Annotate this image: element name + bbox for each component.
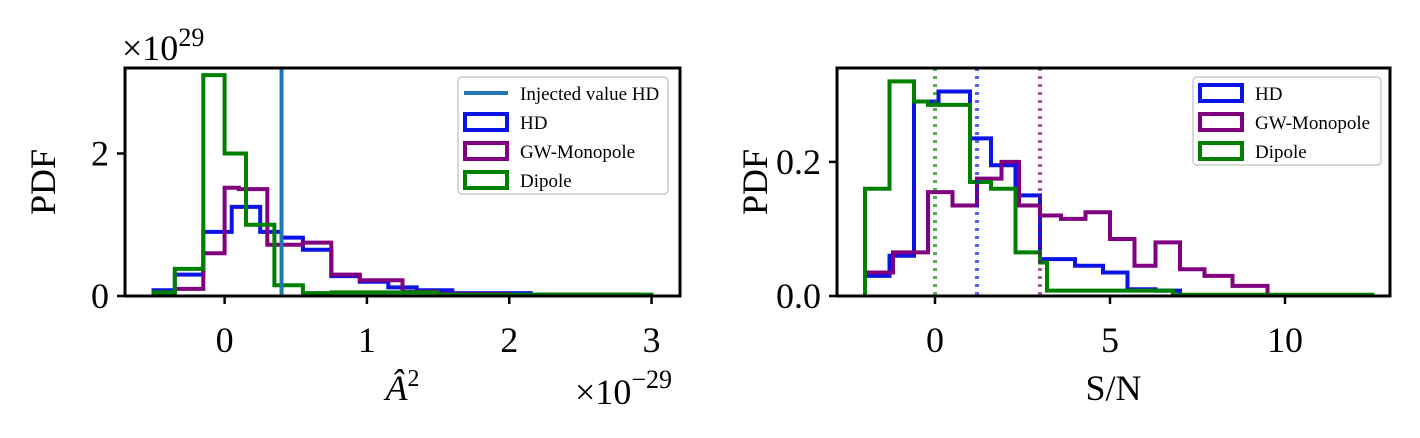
- chart-panel-2: 0 5 10 0.0 0.2 S/N PDF HD GW-Monopole Dipole: [735, 66, 1392, 408]
- y-tick-label: 0.0: [776, 276, 821, 316]
- x-axis-multiplier: ×10−29: [575, 365, 672, 412]
- legend: Injected value HD HD GW-Monopole Dipole: [457, 76, 669, 195]
- x-tick-label: 0: [926, 320, 944, 360]
- y-axis-label: PDF: [23, 149, 63, 215]
- y-axis-label: PDF: [735, 149, 775, 215]
- x-tick-label: 10: [1267, 320, 1303, 360]
- legend-label: Injected value HD: [520, 84, 659, 105]
- legend-swatch-box: [463, 170, 509, 190]
- histogram-gw-monopole: [151, 185, 640, 296]
- histogram-gw-monopole: [863, 159, 1270, 296]
- legend-swatch-box: [1198, 112, 1244, 132]
- histogram-dipole: [151, 73, 654, 296]
- plot-area: [863, 68, 1375, 296]
- x-tick-label: 3: [643, 320, 661, 360]
- legend: HD GW-Monopole Dipole: [1192, 76, 1382, 166]
- plot-area: [151, 68, 654, 296]
- legend-label: GW-Monopole: [520, 142, 635, 163]
- chart-panel-1: 0 1 2 3 0 2 Â2 PDF ×1029 ×10−29 Injected value HD H…: [23, 23, 682, 412]
- legend-label: HD: [1255, 84, 1282, 105]
- histogram-dipole: [863, 79, 1375, 296]
- legend-label: Dipole: [520, 171, 572, 192]
- axes-frame: [835, 66, 1392, 298]
- x-tick-label: 1: [358, 320, 376, 360]
- legend-swatch-box: [1198, 141, 1244, 161]
- legend-label: GW-Monopole: [1255, 113, 1370, 134]
- x-tick-label: 5: [1101, 320, 1119, 360]
- legend-swatch-box: [463, 141, 509, 161]
- legend-swatch-box: [463, 112, 509, 132]
- histogram-hd: [863, 89, 1182, 296]
- x-tick-label: 0: [216, 320, 234, 360]
- legend-swatch-box: [1198, 83, 1244, 103]
- x-tick-label: 2: [500, 320, 518, 360]
- x-axis-label: Â2: [384, 366, 420, 408]
- axes-frame: [123, 66, 682, 298]
- y-tick-label: 0: [91, 276, 109, 316]
- y-axis-multiplier: ×1029: [122, 23, 204, 68]
- legend-label: Dipole: [1255, 142, 1307, 163]
- legend-box: [457, 76, 669, 195]
- legend-label: HD: [520, 113, 547, 134]
- x-axis-label: S/N: [1085, 368, 1141, 408]
- y-tick-label: 2: [91, 134, 109, 174]
- y-tick-label: 0.2: [776, 142, 821, 182]
